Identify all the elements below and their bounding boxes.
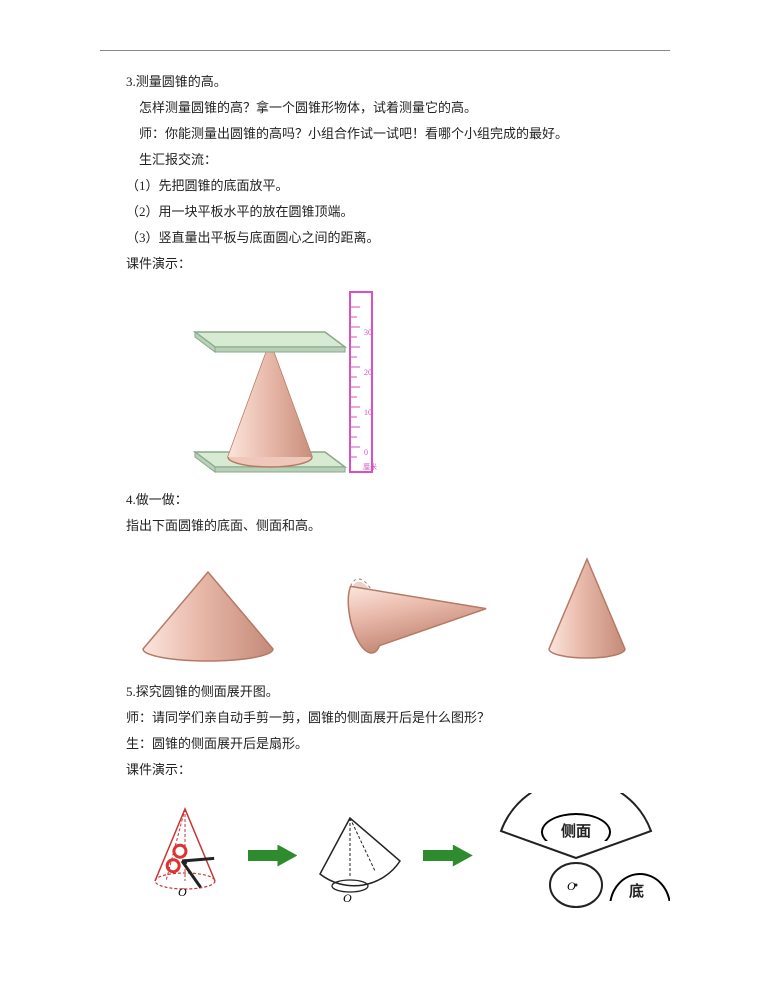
side-label: 侧面 [541, 813, 611, 841]
height-measure-figure: 0 10 20 30 厘米 [160, 287, 670, 477]
sec3-heading: 3.测量圆锥的高。 [100, 69, 670, 95]
three-cones-figure [100, 554, 670, 664]
sec5-line2: 生：圆锥的侧面展开后是扇形。 [100, 731, 670, 757]
sec5-demo: 课件演示： [100, 757, 670, 783]
arrow-icon [248, 845, 298, 867]
sec3-line3: 生汇报交流： [100, 147, 670, 173]
sec3-step2: （2）用一块平板水平的放在圆锥顶端。 [100, 199, 670, 225]
svg-text:20: 20 [364, 368, 372, 377]
measure-cone-icon: 0 10 20 30 厘米 [160, 287, 420, 477]
svg-text:O: O [343, 891, 352, 905]
cone-lying-icon [325, 574, 495, 664]
sec3-step1: （1）先把圆锥的底面放平。 [100, 173, 670, 199]
svg-text:30: 30 [364, 328, 372, 337]
sec3-line1: 怎样测量圆锥的高？拿一个圆锥形物体，试着测量它的高。 [100, 95, 670, 121]
cone-partial-unfold-icon: O [305, 806, 415, 906]
sec3-step3: （3）竖直量出平板与底面圆心之间的距离。 [100, 225, 670, 251]
sec3-demo: 课件演示： [100, 251, 670, 277]
sec4-line1: 指出下面圆锥的底面、侧面和高。 [100, 513, 670, 539]
top-rule [100, 50, 670, 51]
arrow-icon [423, 845, 473, 867]
cone-wide-icon [128, 564, 288, 664]
sec4-heading: 4.做一做： [100, 487, 670, 513]
sec5-heading: 5.探究圆锥的侧面展开图。 [100, 679, 670, 705]
unfold-figure: O O 侧面 [140, 793, 670, 918]
cone-with-scissors-icon: O [140, 801, 240, 911]
sec5-line1: 师：请同学们亲自动手剪一剪，圆锥的侧面展开后是什么图形？ [100, 705, 670, 731]
svg-text:O: O [178, 885, 187, 899]
svg-text:O: O [567, 879, 576, 893]
cone-unfolded-icon: 侧面 O 底面 [481, 793, 670, 918]
base-label: 底面 [609, 873, 670, 901]
svg-text:10: 10 [364, 408, 372, 417]
sec3-line2: 师：你能测量出圆锥的高吗？小组合作试一试吧！看哪个小组完成的最好。 [100, 121, 670, 147]
cone-narrow-icon [532, 554, 642, 664]
svg-text:厘米: 厘米 [363, 462, 377, 471]
document-page: 3.测量圆锥的高。 怎样测量圆锥的高？拿一个圆锥形物体，试着测量它的高。 师：你… [0, 0, 770, 1000]
svg-text:0: 0 [364, 448, 368, 457]
